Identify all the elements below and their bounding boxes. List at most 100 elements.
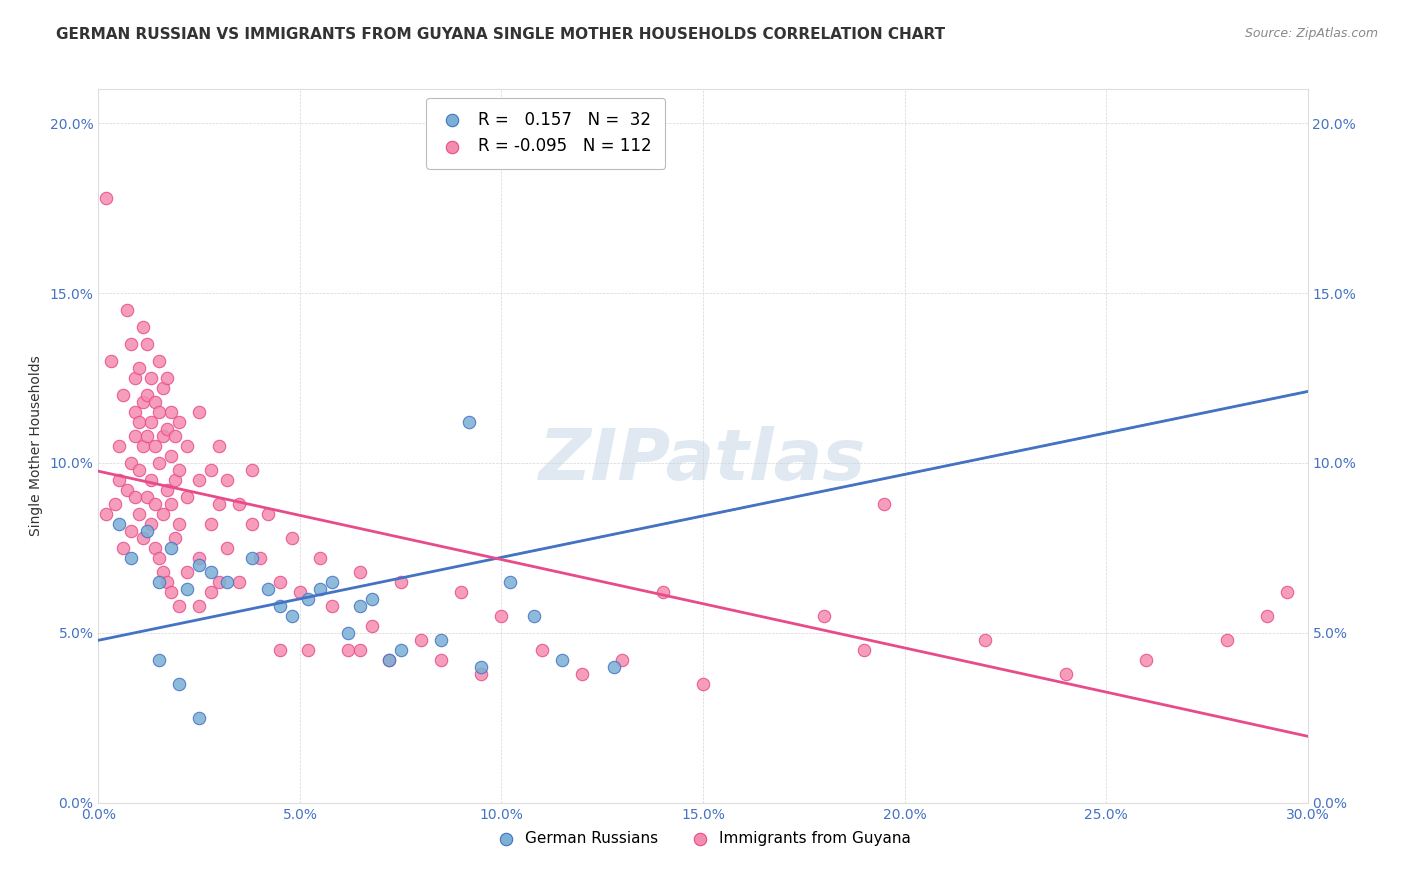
Point [470, 660, 492, 674]
Point [148, 653, 170, 667]
Point [389, 643, 412, 657]
Point [200, 463, 222, 477]
Point [297, 643, 319, 657]
Point [156, 574, 179, 589]
Point [337, 626, 360, 640]
Point [249, 551, 271, 566]
Point [361, 591, 384, 606]
Point [217, 541, 239, 555]
Text: ZIPatlas: ZIPatlas [540, 425, 866, 495]
Point [1135, 653, 1157, 667]
Point [188, 599, 211, 613]
Point [148, 405, 170, 419]
Point [148, 574, 170, 589]
Point [228, 497, 250, 511]
Point [160, 497, 183, 511]
Point [160, 585, 183, 599]
Point [571, 666, 593, 681]
Point [167, 599, 190, 613]
Point [163, 473, 186, 487]
Point [135, 337, 157, 351]
Point [188, 558, 211, 572]
Point [269, 643, 291, 657]
Point [430, 653, 453, 667]
Point [349, 565, 371, 579]
Point [498, 574, 520, 589]
Point [115, 303, 138, 318]
Point [128, 463, 150, 477]
Point [120, 337, 142, 351]
Point [551, 653, 574, 667]
Point [128, 360, 150, 375]
Point [491, 608, 513, 623]
Point [135, 388, 157, 402]
Point [208, 574, 231, 589]
Point [188, 405, 211, 419]
Point [1277, 585, 1299, 599]
Point [139, 371, 162, 385]
Point [176, 582, 198, 596]
Point [107, 473, 129, 487]
Point [188, 711, 211, 725]
Point [143, 497, 166, 511]
Point [124, 429, 146, 443]
Point [167, 415, 190, 429]
Point [873, 497, 896, 511]
Point [100, 354, 122, 368]
Point [111, 388, 134, 402]
Point [240, 463, 263, 477]
Point [135, 429, 157, 443]
Point [337, 643, 360, 657]
Point [309, 551, 332, 566]
Point [188, 551, 211, 566]
Point [450, 585, 472, 599]
Point [120, 524, 142, 538]
Point [135, 490, 157, 504]
Legend: German Russians, Immigrants from Guyana: German Russians, Immigrants from Guyana [488, 825, 918, 852]
Point [321, 599, 343, 613]
Point [1054, 666, 1077, 681]
Point [409, 632, 432, 647]
Point [152, 381, 174, 395]
Point [120, 551, 142, 566]
Point [139, 415, 162, 429]
Point [200, 565, 222, 579]
Point [160, 405, 183, 419]
Point [167, 463, 190, 477]
Text: Source: ZipAtlas.com: Source: ZipAtlas.com [1244, 27, 1378, 40]
Point [651, 585, 673, 599]
Y-axis label: Single Mother Households: Single Mother Households [28, 356, 42, 536]
Point [349, 599, 371, 613]
Point [107, 517, 129, 532]
Point [228, 574, 250, 589]
Point [139, 473, 162, 487]
Point [256, 582, 278, 596]
Point [96, 507, 118, 521]
Point [281, 608, 304, 623]
Point [321, 574, 343, 589]
Point [135, 524, 157, 538]
Point [115, 483, 138, 498]
Point [120, 456, 142, 470]
Point [200, 585, 222, 599]
Point [148, 456, 170, 470]
Point [156, 483, 179, 498]
Point [111, 541, 134, 555]
Text: GERMAN RUSSIAN VS IMMIGRANTS FROM GUYANA SINGLE MOTHER HOUSEHOLDS CORRELATION CH: GERMAN RUSSIAN VS IMMIGRANTS FROM GUYANA… [56, 27, 945, 42]
Point [96, 191, 118, 205]
Point [692, 677, 714, 691]
Point [1256, 608, 1278, 623]
Point [160, 449, 183, 463]
Point [132, 320, 155, 334]
Point [297, 591, 319, 606]
Point [377, 653, 399, 667]
Point [107, 439, 129, 453]
Point [148, 354, 170, 368]
Point [152, 507, 174, 521]
Point [853, 643, 876, 657]
Point [208, 497, 231, 511]
Point [132, 394, 155, 409]
Point [288, 585, 311, 599]
Point [603, 660, 626, 674]
Point [176, 565, 198, 579]
